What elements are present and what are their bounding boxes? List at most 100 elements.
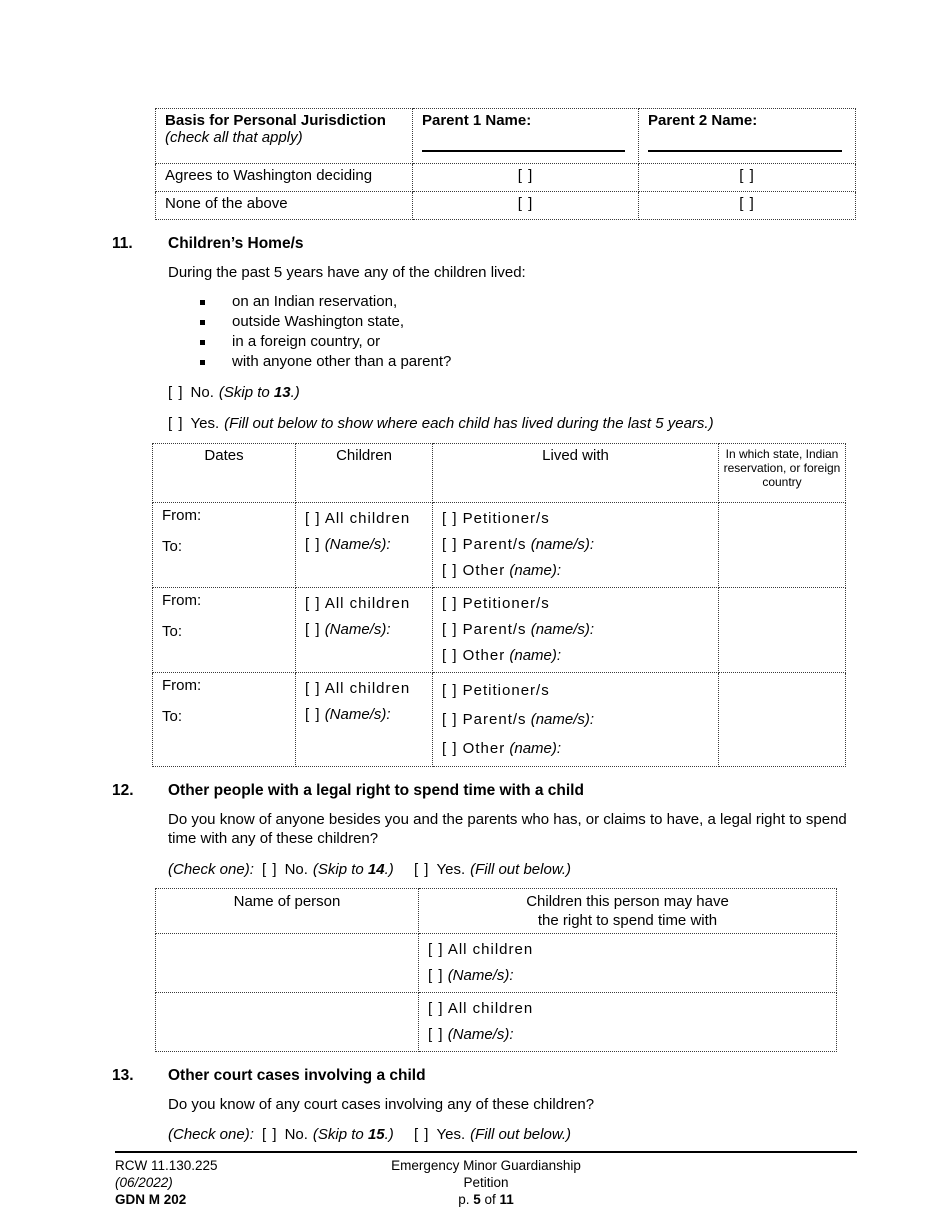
bullet-text: outside Washington state,: [232, 312, 405, 330]
table-row: From: To: [ ] All children [ ] (Name/s):…: [152, 586, 846, 673]
bullet-square-icon: [200, 359, 205, 365]
checkbox-s13-yes[interactable]: [ ]: [413, 1126, 430, 1143]
checkbox-all-children[interactable]: [ ] All children: [305, 509, 411, 527]
to-label: To:: [162, 622, 183, 640]
checkbox-parents[interactable]: [ ] Parent/s: [442, 535, 527, 553]
jurisdiction-col1-header: Basis for Personal Jurisdiction (check a…: [155, 108, 413, 164]
checkbox-s11-yes[interactable]: [ ]: [168, 414, 184, 432]
checkbox-s12-yes[interactable]: [ ]: [413, 860, 430, 878]
skip-note: (Skip to 13.): [218, 383, 300, 401]
other-name-label: (name):: [509, 561, 562, 579]
table-row: From: To: [ ] All children [ ] (Name/s):…: [152, 501, 846, 588]
input-person-name-row2[interactable]: [155, 991, 419, 1052]
names-label: (Name/s):: [447, 1025, 514, 1043]
checkbox-s13-no[interactable]: [ ]: [262, 1126, 278, 1143]
names-label: (Name/s):: [324, 620, 391, 638]
homes-col-children: Children: [295, 442, 433, 503]
list-item: outside Washington state,: [200, 312, 950, 332]
table-row: [ ] All children [ ] (Name/s):: [155, 991, 837, 1052]
input-state-row1[interactable]: [718, 501, 846, 588]
parent2-name-header-cell: Parent 2 Name:: [638, 108, 856, 164]
checkbox-all-children[interactable]: [ ] All children: [305, 679, 411, 697]
checkbox-parent2-none[interactable]: [ ]: [739, 195, 755, 212]
section-13-heading: 13. Other court cases involving a child: [112, 1066, 950, 1085]
checkbox-s12-no[interactable]: [ ]: [262, 860, 278, 878]
footer-form-title: Emergency Minor Guardianship Petition p.…: [115, 1157, 857, 1208]
option-label: No.: [284, 1126, 308, 1143]
homes-col-dates: Dates: [152, 442, 296, 503]
checkbox-all-children[interactable]: [ ] All children: [428, 940, 534, 958]
section-11-yes-option: [ ] Yes. (Fill out below to show where eac…: [168, 414, 950, 434]
rights-table: Name of person Children this person may …: [155, 887, 837, 1052]
check-one-label: (Check one):: [168, 860, 254, 878]
parents-name-label: (name/s):: [530, 620, 595, 638]
input-person-name-row1[interactable]: [155, 932, 419, 993]
homes-col-state: In which state, Indian reservation, or f…: [718, 442, 846, 503]
checkbox-s11-no[interactable]: [ ]: [168, 383, 184, 401]
checkbox-names[interactable]: [ ]: [305, 620, 321, 638]
checkbox-other[interactable]: [ ] Other: [442, 561, 506, 579]
footer-title-line2: Petition: [463, 1175, 509, 1190]
dates-cell[interactable]: From: To:: [152, 501, 296, 588]
checkbox-names[interactable]: [ ]: [428, 1025, 444, 1043]
checkbox-parents[interactable]: [ ] Parent/s: [442, 620, 527, 638]
checkbox-all-children[interactable]: [ ] All children: [428, 999, 534, 1017]
bullet-text: in a foreign country, or: [232, 332, 381, 350]
input-state-row2[interactable]: [718, 586, 846, 673]
checkbox-names[interactable]: [ ]: [305, 705, 321, 723]
checkbox-names[interactable]: [ ]: [305, 535, 321, 553]
names-label: (Name/s):: [324, 705, 391, 723]
bullet-square-icon: [200, 319, 205, 325]
footer-form-id: RCW 11.130.225 (06/2022) GDN M 202: [115, 1157, 857, 1208]
section-11-no-option: [ ] No. (Skip to 13.): [168, 383, 950, 403]
list-item: in a foreign country, or: [200, 332, 950, 352]
jurisdiction-table: Basis for Personal Jurisdiction (check a…: [155, 108, 856, 220]
checkbox-parents[interactable]: [ ] Parent/s: [442, 710, 527, 728]
checkbox-petitioners[interactable]: [ ] Petitioner/s: [442, 681, 550, 699]
rights-col-children-line2: the right to spend time with: [537, 911, 718, 929]
checkbox-petitioners[interactable]: [ ] Petitioner/s: [442, 509, 550, 527]
dates-cell[interactable]: From: To:: [152, 671, 296, 767]
section-13-number: 13.: [112, 1066, 134, 1084]
input-state-row3[interactable]: [718, 671, 846, 767]
names-label: (Name/s):: [447, 966, 514, 984]
fill-note: (Fill out below to show where each child…: [224, 414, 714, 432]
homes-col-lived-with: Lived with: [432, 442, 719, 503]
checkbox-all-children[interactable]: [ ] All children: [305, 594, 411, 612]
section-11-intro: During the past 5 years have any of the …: [168, 264, 526, 281]
jurisdiction-header-row: Basis for Personal Jurisdiction (check a…: [155, 108, 856, 164]
skip-target-number: 13: [273, 383, 291, 401]
section-11-title: Children’s Home/s: [168, 235, 304, 252]
section-12-number: 12.: [112, 781, 134, 799]
dates-cell[interactable]: From: To:: [152, 586, 296, 673]
table-row: Agrees to Washington deciding [ ] [ ]: [155, 163, 856, 192]
parents-name-label: (name/s):: [530, 710, 595, 728]
checkbox-parent1-none[interactable]: [ ]: [517, 195, 534, 212]
checkbox-petitioners[interactable]: [ ] Petitioner/s: [442, 594, 550, 612]
skip-note: (Skip to 14.): [312, 860, 394, 878]
footer-rcw: RCW 11.130.225: [115, 1158, 218, 1173]
bullet-square-icon: [200, 299, 205, 305]
section-12-check-one-line: (Check one): [ ] No. (Skip to 14.) [ ] Yes.…: [168, 860, 950, 880]
rights-header-row: Name of person Children this person may …: [155, 887, 837, 934]
footer-form-code: GDN M 202: [115, 1192, 187, 1207]
to-label: To:: [162, 537, 183, 555]
option-label: No.: [284, 860, 308, 878]
checkbox-other[interactable]: [ ] Other: [442, 739, 506, 757]
checkbox-names[interactable]: [ ]: [428, 966, 444, 984]
children-rights-cell: [ ] All children [ ] (Name/s):: [418, 991, 837, 1052]
checkbox-other[interactable]: [ ] Other: [442, 646, 506, 664]
option-label: No.: [190, 383, 214, 401]
option-label: Yes.: [436, 860, 466, 878]
parent1-name-line[interactable]: [422, 136, 625, 152]
parent2-name-line[interactable]: [648, 136, 842, 152]
table-row: [ ] All children [ ] (Name/s):: [155, 932, 837, 993]
homes-table: Dates Children Lived with In which state…: [152, 442, 846, 767]
section-11-bullet-list: on an Indian reservation, outside Washin…: [200, 292, 950, 372]
checkbox-parent1-agrees[interactable]: [ ]: [517, 167, 534, 184]
checkbox-parent2-agrees[interactable]: [ ]: [739, 167, 755, 184]
skip-note: (Skip to 15.): [312, 1126, 394, 1143]
lived-with-cell: [ ] Petitioner/s [ ] Parent/s (name/s): …: [432, 586, 719, 673]
footer-revision-date: (06/2022): [115, 1175, 173, 1190]
parent2-name-label: Parent 2 Name:: [648, 112, 758, 129]
